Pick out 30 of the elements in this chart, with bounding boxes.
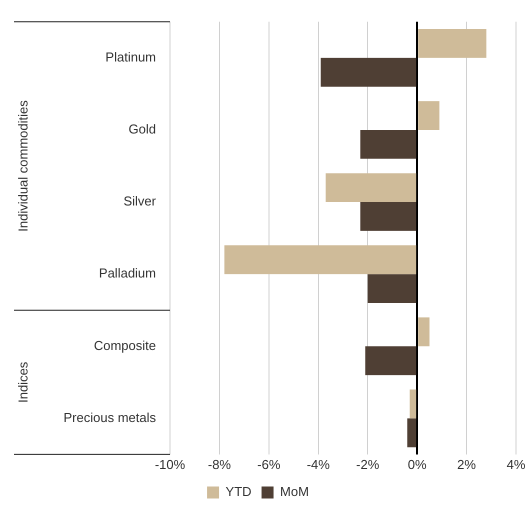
y-tick-label: Palladium <box>98 266 156 281</box>
bar <box>365 346 416 376</box>
y-tick-label: Platinum <box>105 49 156 64</box>
bar <box>410 390 416 418</box>
bar <box>407 418 416 448</box>
y-tick-label: Composite <box>94 338 156 353</box>
x-tick-label: -2% <box>356 456 380 472</box>
x-tick-label: -4% <box>306 456 330 472</box>
y-tick-label: Silver <box>123 194 157 209</box>
bar <box>418 317 430 346</box>
y-tick-label: Gold <box>128 122 156 137</box>
bar <box>360 130 416 159</box>
legend-label: MoM <box>280 484 309 500</box>
bar <box>224 245 416 274</box>
x-tick-label: 0% <box>408 456 427 472</box>
bar <box>418 101 440 130</box>
x-tick-label: -10% <box>154 456 186 472</box>
bar <box>418 29 486 58</box>
x-tick-label: 4% <box>506 456 526 472</box>
bar <box>360 202 416 231</box>
text: Indices <box>16 361 31 403</box>
x-tick-label: 2% <box>457 456 476 472</box>
legend-label: YTD <box>226 484 252 500</box>
y-tick-label: Precious metals <box>64 410 156 425</box>
bar <box>368 274 416 303</box>
text: Individual commodities <box>16 100 31 232</box>
bar <box>320 58 416 87</box>
x-tick-label: -8% <box>208 456 232 472</box>
x-tick-label: -6% <box>257 456 281 472</box>
bar <box>326 173 416 202</box>
